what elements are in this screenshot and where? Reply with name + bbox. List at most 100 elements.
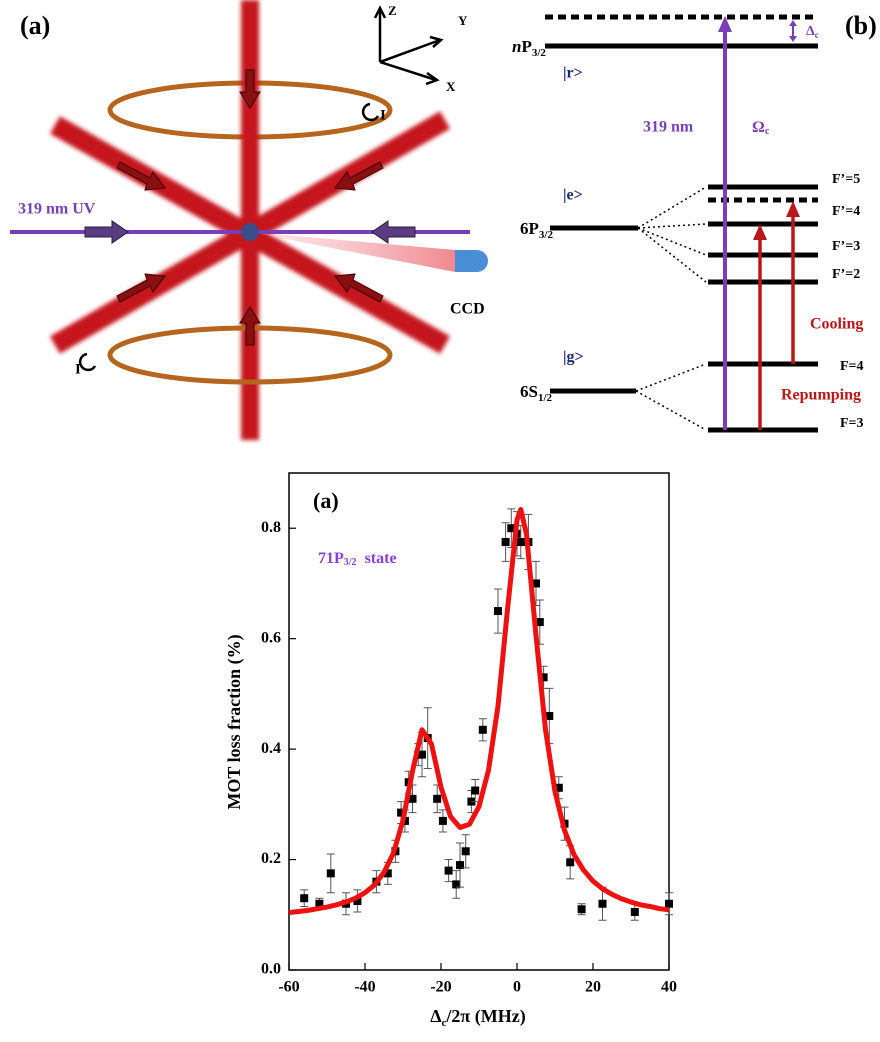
data-point [478,725,487,734]
imaging-cone [250,232,455,272]
annotation: 71P3/2 state [318,550,397,569]
data-point [566,858,575,867]
data-point [516,538,525,547]
uv-label: 319 nm [643,119,694,136]
data-point [438,816,447,825]
levels [545,14,818,433]
label-part: 71P [318,550,344,567]
x-tick-label: 0 [513,979,521,996]
label-sub: c [765,126,770,137]
atom-cloud [241,223,259,241]
ccd-label: CCD [450,301,485,318]
data-point [408,794,417,803]
data-point [300,894,309,903]
current-label: I [75,361,81,377]
x-tick-label: 20 [585,979,601,996]
x-tick-label: -60 [278,979,299,996]
label-sub: 1/2 [538,392,553,404]
data-point [598,899,607,908]
repumping-label: Repumping [781,387,861,404]
data-point [494,607,502,616]
label-sub: c [815,30,819,40]
y-tick-label: 0.2 [261,850,281,867]
panel-title: (b) [845,11,877,40]
data-point [456,861,464,870]
fit-curve [288,506,670,916]
uv-label: 319 nm UV [18,201,96,218]
connectors [635,186,707,431]
data-point [501,538,510,547]
beams [50,0,450,440]
uv-arrows [84,220,416,244]
state-label: |g> [563,349,584,366]
y-tick-label: 0.4 [261,740,281,757]
data-point [507,524,516,533]
data-point [471,786,480,795]
label-part: 6P [520,219,539,238]
y-tick-label: 0.6 [261,629,281,646]
x-tick-label: 40 [661,979,677,996]
level-label: 6S1/2 [520,382,553,404]
data-point [383,869,392,878]
hyperfine-label: F’=2 [832,267,860,282]
level-label: nP3/2 [512,37,546,59]
panel-b: (b) nP3/2 |r> 319 nm Ωc Δc |e> 6P3/2 |g>… [512,11,877,433]
chart-title: (a) [313,488,339,513]
label-sub: 3/2 [344,557,357,568]
beam-arrows [116,69,384,346]
label-part: P [521,37,531,56]
y-tick-label: 0.8 [261,519,281,536]
data-point [554,783,563,792]
data-point [577,905,586,914]
x-axis-label: Δc/2π (MHz) [430,1006,526,1028]
label-sub: 3/2 [532,47,547,59]
x-tick-label: -20 [430,979,451,996]
data-point [545,711,554,720]
data-point [532,579,540,588]
data-point [539,673,548,682]
current-label: I [380,107,386,123]
panel-a: (a) Z Y X I I 319 nm UV CCD [10,0,488,440]
hyperfine-label: F’=5 [832,172,860,187]
plot-frame [288,472,670,971]
data-point [535,618,544,627]
data-point [630,908,639,917]
data-point [397,808,406,817]
label-sub: c [442,1017,447,1029]
data-point [315,899,324,908]
coupling-label: Ωc [752,119,770,138]
x-tick-label: -40 [354,979,375,996]
hyperfine-label: F=4 [840,359,864,374]
label-sub: 3/2 [539,229,554,241]
label-part: state [365,550,397,567]
data-point [326,869,335,878]
hyperfine-label: F’=4 [832,204,860,219]
label-part: Ω [752,119,765,136]
data-point [452,880,461,889]
axis-label: X [446,79,456,94]
label-part: n [512,37,521,56]
panel-title: (a) [20,11,50,40]
data-point [665,899,673,908]
ccd-icon [455,250,488,272]
label-part: /2π (MHz) [445,1006,525,1027]
level-label: 6P3/2 [520,219,553,241]
chart: (a) 71P3/2 state Δc/2π (MHz) MOT loss fra… [224,472,677,1029]
axes-icon [78,5,444,372]
hyperfine-label: F’=3 [832,239,860,254]
state-label: |e> [563,187,583,204]
data-point [433,794,442,803]
data-point [353,896,362,905]
detuning-label: Δc [806,24,819,40]
data-point [444,866,453,875]
data-point [418,750,426,759]
axis-label: Y [458,13,468,28]
label-part: 6S [520,382,538,401]
y-axis-label: MOT loss fraction (%) [224,634,245,809]
label-part: Δ [806,24,815,39]
y-tick-label: 0.0 [261,961,281,978]
axis-label: Z [388,3,397,18]
label-part: Δ [430,1006,441,1026]
